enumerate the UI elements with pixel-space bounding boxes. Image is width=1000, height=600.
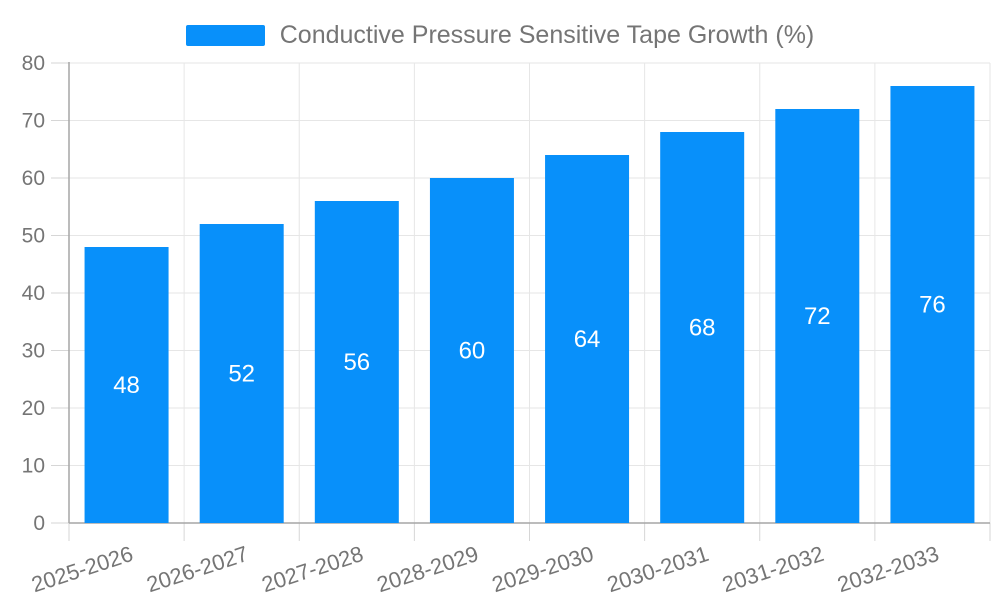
bar[interactable] — [314, 201, 399, 523]
x-axis-tick-label: 2032-2033 — [834, 541, 942, 597]
x-axis-tick-label: 2029-2030 — [489, 541, 597, 597]
x-axis-tick-label: 2026-2027 — [143, 541, 251, 597]
y-axis-tick-label: 40 — [22, 282, 45, 305]
bar-value-label: 52 — [228, 361, 255, 388]
y-axis-tick-label: 20 — [22, 397, 45, 420]
bar-value-label: 48 — [113, 372, 140, 399]
y-axis-tick-label: 10 — [22, 455, 45, 478]
bar-value-label: 76 — [919, 292, 946, 319]
legend[interactable]: Conductive Pressure Sensitive Tape Growt… — [0, 21, 1000, 50]
legend-label: Conductive Pressure Sensitive Tape Growt… — [279, 21, 815, 49]
bar[interactable] — [890, 86, 975, 523]
bar[interactable] — [84, 247, 169, 523]
bar-value-label: 60 — [459, 338, 486, 365]
bar-value-label: 72 — [804, 303, 831, 330]
y-axis-tick-label: 50 — [22, 225, 45, 248]
y-axis-tick-label: 60 — [22, 167, 45, 190]
bar[interactable] — [660, 132, 745, 523]
bar-value-label: 68 — [689, 315, 716, 342]
bar[interactable] — [545, 155, 630, 523]
x-axis-tick-label: 2027-2028 — [259, 541, 367, 597]
bar-value-label: 56 — [343, 349, 370, 376]
y-axis-tick-label: 70 — [22, 110, 45, 133]
x-axis-tick-label: 2025-2026 — [28, 541, 136, 597]
bar[interactable] — [199, 224, 284, 523]
x-axis-tick-label: 2030-2031 — [604, 541, 712, 597]
y-axis-tick-label: 0 — [33, 512, 45, 535]
legend-swatch — [185, 25, 265, 46]
x-axis-tick-label: 2028-2029 — [374, 541, 482, 597]
bar[interactable] — [775, 109, 860, 523]
bar[interactable] — [429, 178, 514, 523]
bar-value-label: 64 — [574, 326, 601, 353]
y-axis-tick-label: 80 — [22, 52, 45, 75]
x-axis-tick-label: 2031-2032 — [719, 541, 827, 597]
y-axis-tick-label: 30 — [22, 340, 45, 363]
